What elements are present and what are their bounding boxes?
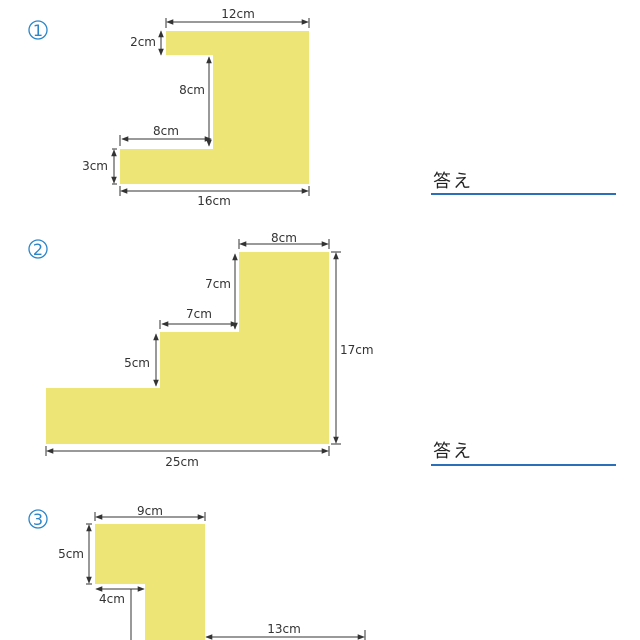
problem-number-1: 1 <box>28 20 48 40</box>
problem-3-shape <box>95 524 205 640</box>
problem-2-shape <box>46 252 329 444</box>
problem-number-2: 2 <box>28 239 48 259</box>
dim-label: 12cm <box>221 7 255 21</box>
problem-2: 2 8cm 7cm 7cm 5cm 17cm 25cm 答え <box>28 231 616 469</box>
dim-label: 8cm <box>271 231 297 245</box>
dim-label: 25cm <box>165 455 199 469</box>
dim-label: 8cm <box>179 83 205 97</box>
dim-label: 5cm <box>58 547 84 561</box>
svg-text:1: 1 <box>33 21 43 40</box>
problem-number-3: 3 <box>28 509 48 529</box>
dim-label: 16cm <box>197 194 231 208</box>
dim-label: 5cm <box>124 356 150 370</box>
problem-3: 3 9cm 5cm 4cm 13cm <box>28 504 366 640</box>
dim-label: 7cm <box>205 277 231 291</box>
answer-label-1: 答え <box>433 171 473 192</box>
dim-label: 13cm <box>267 622 301 636</box>
problem-1-shape <box>120 31 309 184</box>
dim-label: 7cm <box>186 307 212 321</box>
dim-label: 4cm <box>99 592 125 606</box>
answer-label-2: 答え <box>433 441 473 462</box>
dim-label: 17cm <box>340 343 374 357</box>
svg-text:3: 3 <box>33 510 43 529</box>
svg-text:2: 2 <box>33 240 43 259</box>
dim-label: 8cm <box>153 124 179 138</box>
dim-label: 3cm <box>82 159 108 173</box>
dim-label: 2cm <box>130 35 156 49</box>
dim-label: 9cm <box>137 504 163 518</box>
problem-1: 1 12cm 2cm 8cm 8cm 3cm 16cm 答え <box>28 7 616 208</box>
